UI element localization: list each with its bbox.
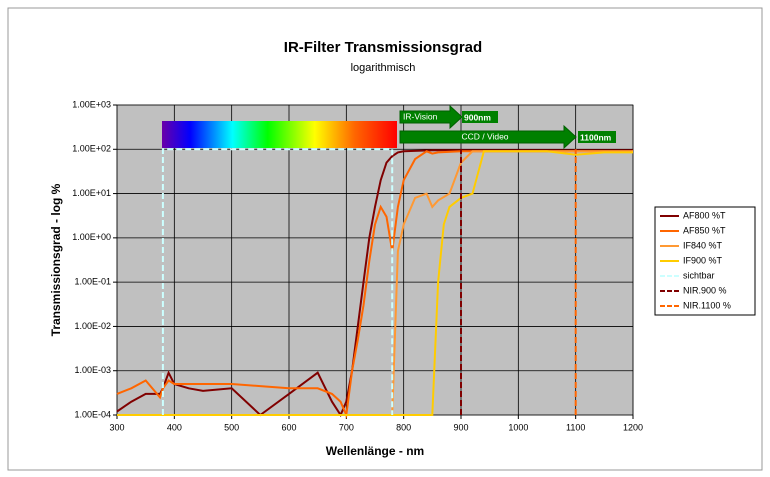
series-line [117,150,633,416]
x-tick-label: 900 [453,422,468,432]
x-tick-label: 600 [281,422,296,432]
x-tick-label: 800 [396,422,411,432]
annotation: 900nm [464,112,491,122]
legend-label: IF900 %T [683,255,723,265]
x-axis-label: Wellenlänge - nm [326,444,424,458]
y-tick-label: 1.00E+00 [72,232,111,242]
y-tick-label: 1.00E-03 [74,365,111,375]
ir-vision-arrow [399,104,463,130]
x-tick-label: 500 [224,422,239,432]
x-tick-label: 1000 [508,422,528,432]
legend-label: AF850 %T [683,225,726,235]
legend-label: NIR.1100 % [683,300,731,310]
annotation: IR-Vision [403,111,438,121]
x-tick-label: 400 [167,422,182,432]
label-box [462,111,498,123]
x-tick-label: 700 [339,422,354,432]
y-axis-label: Transmissionsgrad - log % [49,183,63,336]
y-tick-label: 1.00E-04 [74,409,111,419]
label-box [578,131,616,143]
chart-subtitle: logarithmisch [351,62,416,74]
series-line [116,150,633,419]
y-tick-label: 1.00E-01 [74,277,111,287]
x-tick-label: 1100 [566,422,585,432]
y-tick-label: 1.00E+03 [72,99,111,109]
legend-label: NIR.900 % [683,285,727,295]
series-line [161,148,394,415]
chart-title: IR-Filter Transmissionsgrad [284,39,482,56]
annotation: 1100nm [580,132,612,142]
x-tick-label: 1200 [623,422,643,432]
y-tick-label: 1.00E-02 [74,321,111,331]
visible-spectrum [162,121,397,148]
legend-label: sichtbar [683,270,715,280]
legend-label: AF800 %T [683,210,726,220]
annotation: CCD / Video [461,131,508,141]
ccd-arrow [399,124,577,150]
series-line [116,149,633,418]
legend-label: IF840 %T [683,240,723,250]
chart-border [7,7,763,471]
y-tick-label: 1.00E+01 [72,188,111,198]
y-tick-label: 1.00E+02 [72,144,111,154]
x-tick-label: 300 [109,422,124,432]
